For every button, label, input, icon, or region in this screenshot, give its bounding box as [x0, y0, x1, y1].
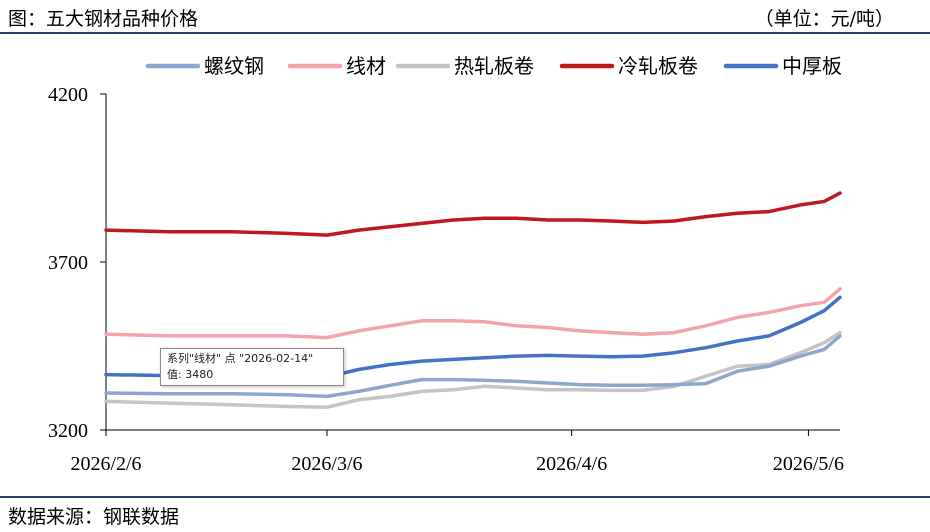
unit-label: （单位：元/吨）: [754, 8, 894, 30]
y-tick-label: 3200: [48, 420, 88, 442]
series-line-2: [104, 287, 842, 340]
x-tick-label: 2026/2/6: [70, 453, 141, 475]
legend-label: 螺纹钢: [204, 54, 264, 78]
tooltip-series-line: 系列"线材" 点 "2026-02-14": [167, 352, 314, 365]
bottom-rule: [0, 496, 930, 498]
chart-legend: 螺纹钢 线材 热轧板卷 冷轧板卷 中厚板: [145, 54, 842, 78]
x-tick-label: 2026/4/6: [536, 453, 607, 475]
x-tick-label: 2026/5/6: [773, 453, 844, 475]
chart-axes: 3200 3700 4200 2026/2/6 2026/3/6 2026/4/6 2026…: [48, 84, 844, 475]
x-tick-label: 2026/3/6: [291, 453, 362, 475]
legend-label: 冷轧板卷: [618, 54, 698, 78]
y-tick-label: 4200: [48, 84, 88, 106]
tooltip-value-line: 值: 3480: [167, 368, 214, 381]
legend-label: 热轧板卷: [454, 54, 534, 78]
series-line-1: [104, 334, 842, 399]
legend-label: 线材: [346, 54, 386, 78]
line-chart[interactable]: 螺纹钢 线材 热轧板卷 冷轧板卷 中厚板 3200 3700 4200 2026/2/6 202…: [0, 34, 930, 494]
top-rule: [0, 32, 930, 34]
series-line-4: [104, 191, 842, 237]
series-line-3: [104, 330, 842, 409]
data-tooltip: 系列"线材" 点 "2026-02-14" 值: 3480: [160, 348, 344, 386]
figure-title: 图：五大钢材品种价格: [8, 8, 199, 30]
data-source: 数据来源：钢联数据: [8, 506, 180, 528]
header-bar: 图：五大钢材品种价格 （单位：元/吨）: [0, 0, 930, 32]
y-tick-label: 3700: [48, 252, 88, 274]
legend-label: 中厚板: [782, 54, 842, 78]
